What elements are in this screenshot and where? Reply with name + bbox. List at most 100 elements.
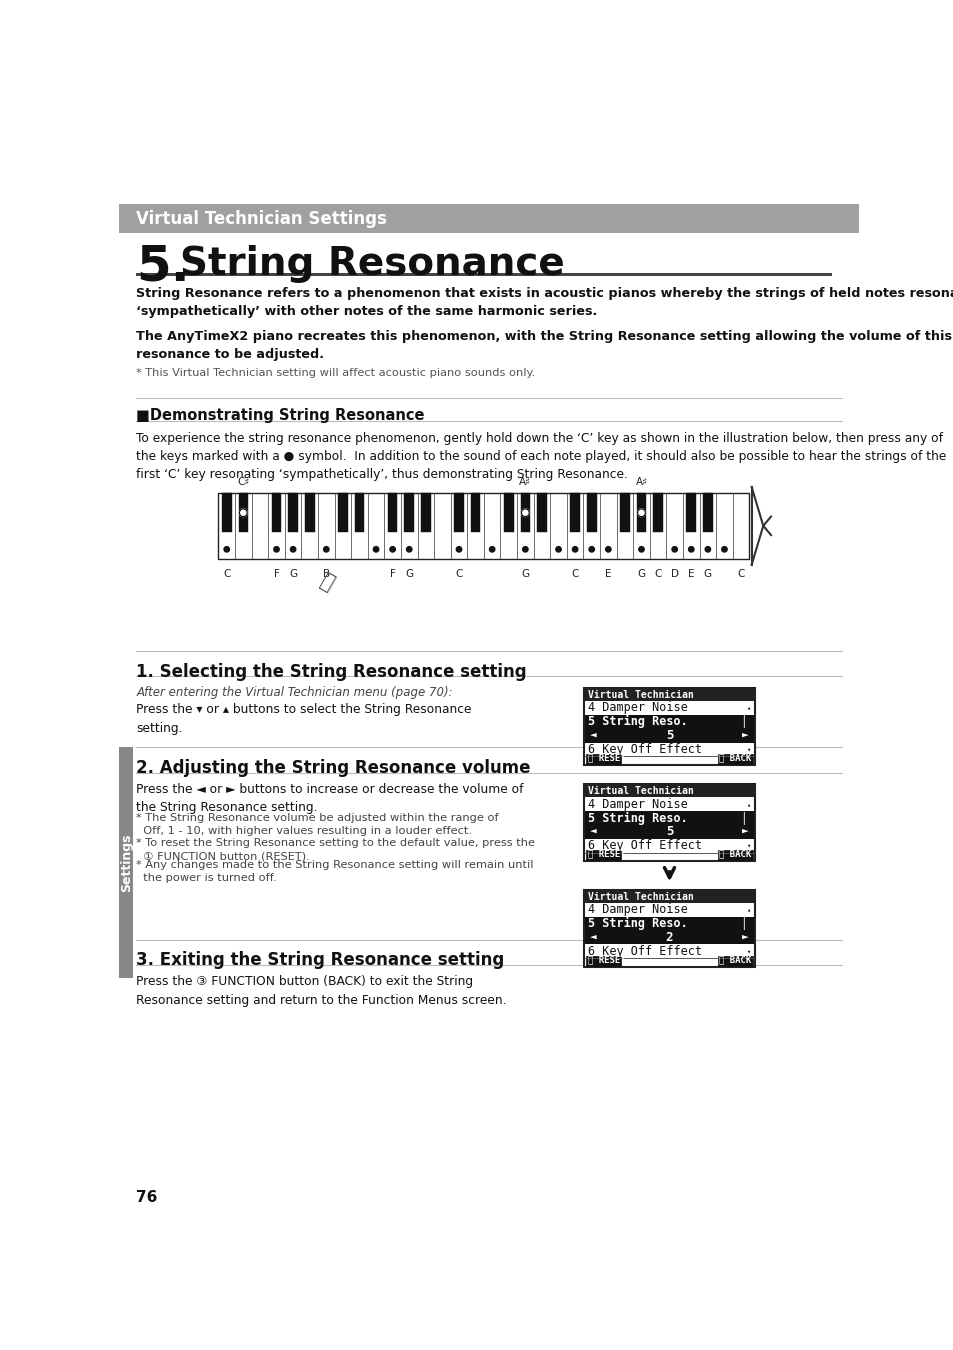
Bar	[337, 493, 347, 532]
Text: ►: ►	[741, 933, 748, 942]
Text: ① RESET: ① RESET	[587, 956, 625, 964]
Circle shape	[274, 547, 279, 552]
Text: Virtual Technician: Virtual Technician	[587, 690, 693, 699]
Text: 5: 5	[665, 729, 673, 742]
Text: ◄: ◄	[590, 828, 597, 837]
Text: Virtual Technician: Virtual Technician	[587, 786, 693, 796]
Bar	[272, 493, 281, 532]
Circle shape	[721, 547, 726, 552]
Text: ▏: ▏	[742, 811, 749, 825]
Text: F: F	[389, 570, 395, 579]
Text: ■Demonstrating String Resonance: ■Demonstrating String Resonance	[136, 409, 424, 424]
Text: 5 String Reso.: 5 String Reso.	[587, 917, 687, 930]
Text: ▾: ▾	[745, 842, 749, 849]
Text: B: B	[322, 570, 330, 579]
Bar	[584, 891, 753, 903]
Bar	[388, 493, 397, 532]
Text: C: C	[455, 570, 462, 579]
Text: Press the ◄ or ► buttons to increase or decrease the volume of
the String Resona: Press the ◄ or ► buttons to increase or …	[136, 783, 523, 814]
Bar	[136, 273, 831, 275]
Text: ① RESET: ① RESET	[587, 849, 625, 859]
Text: C: C	[223, 570, 231, 579]
Text: G: G	[405, 570, 413, 579]
Text: ▾: ▾	[745, 948, 749, 954]
Text: D: D	[670, 570, 678, 579]
Bar	[584, 688, 753, 701]
Bar	[503, 493, 513, 532]
Bar	[288, 493, 297, 532]
Circle shape	[224, 547, 230, 552]
Bar	[584, 729, 753, 742]
Text: 1. Selecting the String Resonance setting: 1. Selecting the String Resonance settin…	[136, 663, 526, 680]
Text: String Resonance: String Resonance	[179, 246, 564, 284]
Text: After entering the Virtual Technician menu (page 70):: After entering the Virtual Technician me…	[136, 686, 453, 699]
Text: G: G	[289, 570, 296, 579]
Circle shape	[239, 509, 247, 517]
Circle shape	[639, 547, 643, 552]
Bar	[583, 688, 754, 765]
Circle shape	[605, 547, 610, 552]
Circle shape	[290, 547, 295, 552]
Bar	[119, 204, 858, 232]
Text: Press the ▾ or ▴ buttons to select the String Resonance
setting.: Press the ▾ or ▴ buttons to select the S…	[136, 703, 472, 734]
Text: 5.: 5.	[136, 243, 190, 290]
Bar	[585, 850, 620, 860]
Bar	[718, 850, 753, 860]
Circle shape	[556, 547, 560, 552]
Text: * Any changes made to the String Resonance setting will remain until
  the power: * Any changes made to the String Resonan…	[136, 860, 534, 883]
Text: C: C	[737, 570, 744, 579]
Text: ◄: ◄	[590, 933, 597, 942]
Circle shape	[671, 547, 677, 552]
Bar	[702, 493, 712, 532]
Text: ◄: ◄	[590, 730, 597, 741]
Bar	[570, 493, 579, 532]
Text: 3. Exiting the String Resonance setting: 3. Exiting the String Resonance setting	[136, 952, 504, 969]
Circle shape	[588, 547, 594, 552]
Text: ③ BACK: ③ BACK	[718, 956, 750, 964]
Text: ▴: ▴	[745, 801, 749, 807]
Text: ►: ►	[741, 828, 748, 837]
Text: String Resonance refers to a phenomenon that exists in acoustic pianos whereby t: String Resonance refers to a phenomenon …	[136, 286, 953, 319]
Bar	[584, 917, 753, 930]
Text: 4 Damper Noise: 4 Damper Noise	[587, 798, 687, 811]
Text: A♯: A♯	[518, 477, 531, 487]
Text: 2. Adjusting the String Resonance volume: 2. Adjusting the String Resonance volume	[136, 759, 530, 776]
Text: 6 Key Off Effect: 6 Key Off Effect	[587, 840, 701, 852]
Text: ►: ►	[741, 730, 748, 741]
Text: A♯: A♯	[635, 477, 647, 487]
Text: G: G	[703, 570, 711, 579]
Circle shape	[406, 547, 412, 552]
Bar	[718, 755, 753, 764]
Bar	[470, 493, 480, 532]
Text: Press the ③ FUNCTION button (BACK) to exit the String
Resonance setting and retu: Press the ③ FUNCTION button (BACK) to ex…	[136, 975, 506, 1007]
Bar	[537, 493, 546, 532]
Text: 4 Damper Noise: 4 Damper Noise	[587, 702, 687, 714]
Bar	[586, 493, 596, 532]
Bar	[218, 493, 748, 559]
Bar	[119, 747, 133, 774]
Text: ▏: ▏	[742, 716, 749, 728]
Text: 5: 5	[665, 825, 673, 838]
Bar	[404, 493, 414, 532]
Bar	[636, 493, 645, 532]
Text: * To reset the String Resonance setting to the default value, press the
  ① FUNC: * To reset the String Resonance setting …	[136, 838, 535, 861]
Text: E: E	[604, 570, 611, 579]
Text: ▏: ▏	[742, 917, 749, 930]
Text: ▴: ▴	[745, 705, 749, 711]
Bar	[585, 755, 620, 764]
Bar	[355, 493, 364, 532]
Text: Settings: Settings	[119, 833, 132, 892]
Circle shape	[489, 547, 495, 552]
Bar	[584, 930, 753, 944]
Text: Virtual Technician: Virtual Technician	[587, 891, 693, 902]
Bar	[583, 890, 754, 967]
Circle shape	[390, 547, 395, 552]
Circle shape	[688, 547, 693, 552]
Text: 6 Key Off Effect: 6 Key Off Effect	[587, 945, 701, 957]
Text: 6 Key Off Effect: 6 Key Off Effect	[587, 743, 701, 756]
Bar	[686, 493, 696, 532]
Text: The AnyTimeX2 piano recreates this phenomenon, with the String Resonance setting: The AnyTimeX2 piano recreates this pheno…	[136, 329, 951, 362]
Bar	[222, 493, 232, 532]
Bar	[583, 784, 754, 861]
Bar	[454, 493, 463, 532]
